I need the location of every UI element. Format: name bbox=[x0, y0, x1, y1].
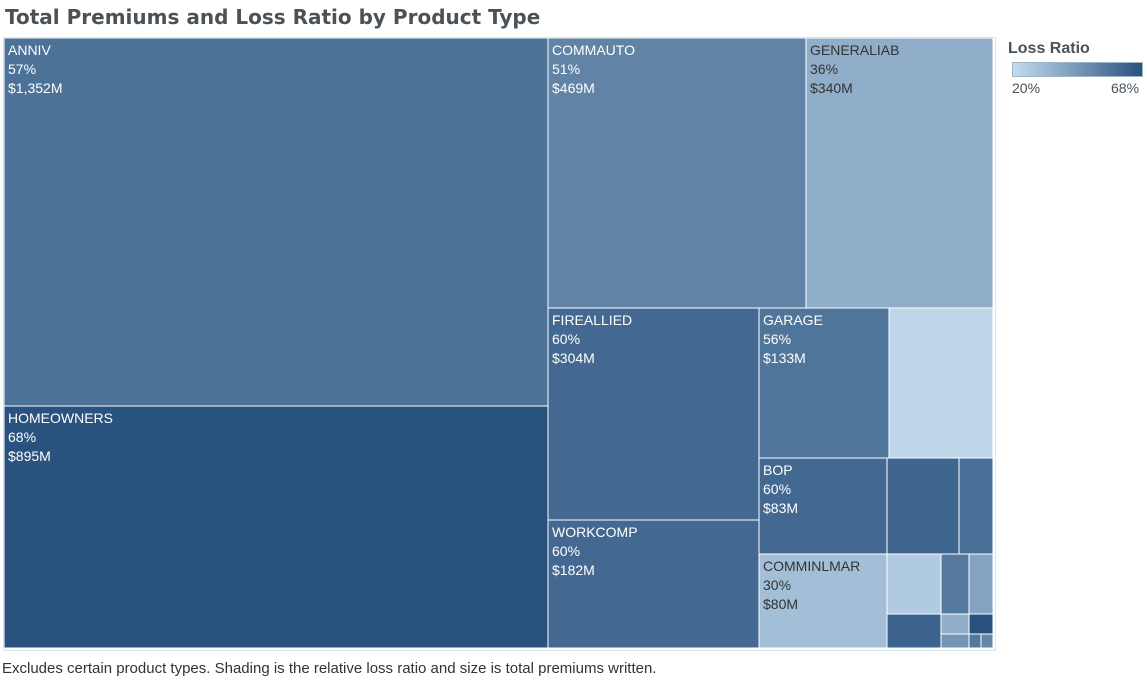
tile-label-loss-ratio-comminlmar: 30% bbox=[763, 577, 791, 593]
treemap-tile-garage[interactable] bbox=[758, 307, 890, 459]
tile-label-premium-anniv: $1,352M bbox=[8, 80, 62, 96]
tile-label-premium-fireallied: $304M bbox=[552, 350, 595, 366]
tile-label-loss-ratio-anniv: 57% bbox=[8, 61, 36, 77]
treemap-tile-unlabeled[interactable] bbox=[886, 553, 942, 615]
legend-max-label: 68% bbox=[1111, 80, 1140, 96]
treemap-tile-unlabeled[interactable] bbox=[968, 613, 994, 635]
legend-title: Loss Ratio bbox=[1008, 40, 1090, 57]
tile-label-premium-garage: $133M bbox=[763, 350, 806, 366]
treemap-tile-unlabeled[interactable] bbox=[886, 613, 942, 649]
tile-label-loss-ratio-bop: 60% bbox=[763, 481, 791, 497]
tile-label-premium-bop: $83M bbox=[763, 500, 798, 516]
legend-color-scale bbox=[1012, 62, 1143, 77]
treemap-frame: ANNIV 57% $1,352M HOMEOWNERS 68% $895M COMMAUT… bbox=[3, 37, 996, 651]
treemap-tile-homeowners[interactable] bbox=[4, 405, 549, 649]
tile-label-loss-ratio-fireallied: 60% bbox=[552, 331, 580, 347]
tile-label-name-commauto: COMMAUTO bbox=[552, 42, 635, 58]
chart-title: Total Premiums and Loss Ratio by Product… bbox=[5, 5, 541, 29]
treemap-tile-commauto[interactable] bbox=[547, 38, 807, 309]
treemap-chart: ANNIV 57% $1,352M HOMEOWNERS 68% $895M COMMAUT… bbox=[4, 38, 994, 649]
tile-label-premium-comminlmar: $80M bbox=[763, 596, 798, 612]
tile-label-name-workcomp: WORKCOMP bbox=[552, 524, 638, 540]
tile-label-name-bop: BOP bbox=[763, 462, 793, 478]
treemap-tile-generaliab[interactable] bbox=[805, 38, 994, 309]
tile-label-premium-commauto: $469M bbox=[552, 80, 595, 96]
tile-label-loss-ratio-commauto: 51% bbox=[552, 61, 580, 77]
tile-label-name-comminlmar: COMMINLMAR bbox=[763, 558, 860, 574]
tile-label-name-homeowners: HOMEOWNERS bbox=[8, 410, 113, 426]
tile-label-premium-generaliab: $340M bbox=[810, 80, 853, 96]
treemap-tile-unlabeled[interactable] bbox=[980, 633, 994, 649]
treemap-tile-bop[interactable] bbox=[758, 457, 888, 555]
treemap-tile-fireallied[interactable] bbox=[547, 307, 760, 521]
treemap-tile-unlabeled[interactable] bbox=[940, 613, 970, 635]
treemap-tile-comminlmar[interactable] bbox=[758, 553, 888, 649]
tile-label-name-garage: GARAGE bbox=[763, 312, 823, 328]
footnote: Excludes certain product types. Shading … bbox=[2, 660, 657, 677]
treemap-tile-anniv[interactable] bbox=[4, 38, 549, 407]
treemap-tile-unlabeled[interactable] bbox=[886, 457, 960, 555]
tile-label-loss-ratio-generaliab: 36% bbox=[810, 61, 838, 77]
treemap-tile-unlabeled[interactable] bbox=[958, 457, 994, 555]
treemap-tile-unlabeled[interactable] bbox=[968, 633, 982, 649]
treemap-tile-unlabeled[interactable] bbox=[940, 633, 970, 649]
tile-label-name-fireallied: FIREALLIED bbox=[552, 312, 632, 328]
tile-label-loss-ratio-workcomp: 60% bbox=[552, 543, 580, 559]
tile-label-name-anniv: ANNIV bbox=[8, 42, 51, 58]
tile-label-premium-workcomp: $182M bbox=[552, 562, 595, 578]
tile-label-loss-ratio-homeowners: 68% bbox=[8, 429, 36, 445]
legend-min-label: 20% bbox=[1012, 80, 1041, 96]
treemap-tile-workcomp[interactable] bbox=[547, 519, 760, 649]
tile-label-premium-homeowners: $895M bbox=[8, 448, 51, 464]
tile-label-loss-ratio-garage: 56% bbox=[763, 331, 791, 347]
treemap-tile-unlabeled[interactable] bbox=[888, 307, 994, 459]
treemap-tile-unlabeled[interactable] bbox=[940, 553, 970, 615]
tile-label-name-generaliab: GENERALIAB bbox=[810, 42, 899, 58]
treemap-tile-unlabeled[interactable] bbox=[968, 553, 994, 615]
